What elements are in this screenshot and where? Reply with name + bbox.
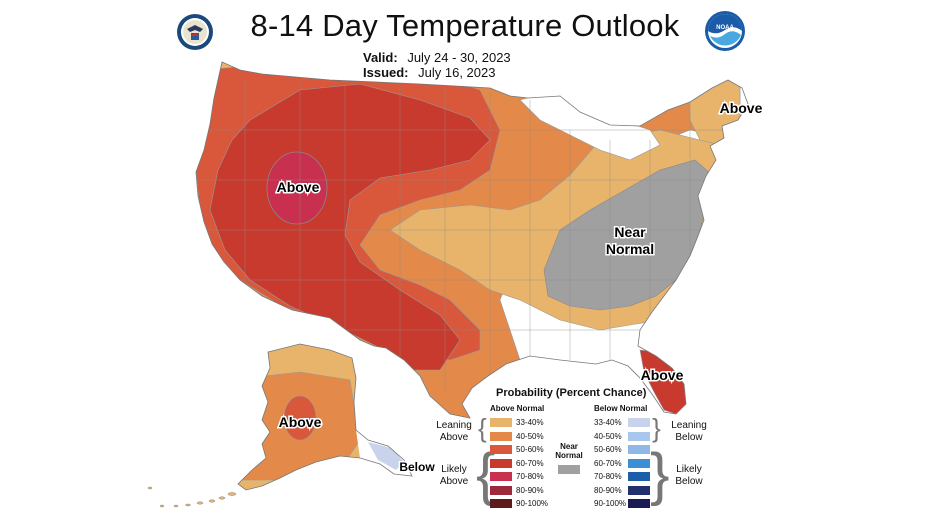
alaska-zone-50-60 xyxy=(283,395,317,441)
label-florida-above: Above xyxy=(641,367,684,383)
legend-range-above: 80-90% xyxy=(516,485,544,495)
label-northeast-above: Above xyxy=(720,100,763,116)
zone-above-60-70 xyxy=(209,83,491,371)
valid-line: Valid: July 24 - 30, 2023 xyxy=(363,50,511,65)
legend-swatch-below-40-50 xyxy=(628,431,650,441)
legend-range-above: 40-50% xyxy=(516,431,544,441)
legend-swatch-above-60-70 xyxy=(490,458,512,468)
legend-range-above: 90-100% xyxy=(516,499,549,508)
legend-leaning-above: Leaning Above xyxy=(436,420,472,443)
legend-swatch-below-50-60 xyxy=(628,445,650,454)
aleutian-islands xyxy=(147,486,237,508)
legend-swatch-above-80-90 xyxy=(490,485,512,495)
noaa-logo-icon: NOAA xyxy=(704,10,746,57)
issued-date: July 16, 2023 xyxy=(418,65,496,80)
legend-above-heading: Above Normal xyxy=(490,404,545,413)
legend-range-below: 50-60% xyxy=(594,445,622,454)
noaa-text: NOAA xyxy=(716,25,734,31)
legend-range-below: 70-80% xyxy=(594,472,622,481)
legend-near-normal: Near Normal xyxy=(555,442,583,460)
valid-date: July 24 - 30, 2023 xyxy=(407,50,511,65)
issued-label: Issued: xyxy=(363,65,409,80)
legend-leaning-below: Leaning Below xyxy=(671,420,707,443)
legend-range-above: 33-40% xyxy=(516,418,544,427)
legend-range-below: 80-90% xyxy=(594,485,622,495)
legend-range-below: 33-40% xyxy=(594,418,622,427)
legend-below-heading: Below Normal xyxy=(594,404,648,413)
label-alaska-below: Below xyxy=(399,460,435,474)
zone-above-70-80 xyxy=(266,151,328,225)
legend-swatch-above-40-50 xyxy=(490,431,512,441)
legend-title: Probability (Percent Chance) xyxy=(496,387,647,399)
legend-swatch-above-33-40 xyxy=(490,418,512,427)
legend-swatch-above-50-60 xyxy=(490,445,512,454)
label-alaska-above: Above xyxy=(279,414,322,430)
legend-range-below: 60-70% xyxy=(594,458,622,468)
legend-swatch-above-70-80 xyxy=(490,472,512,481)
issued-line: Issued: July 16, 2023 xyxy=(363,65,495,80)
commerce-seal-icon xyxy=(176,13,214,56)
alaska-map xyxy=(238,344,412,490)
legend-range-below: 40-50% xyxy=(594,431,622,441)
alaska-outline xyxy=(237,343,413,491)
legend-swatch-below-70-80 xyxy=(628,472,650,481)
legend-range-below: 90-100% xyxy=(594,499,627,508)
legend-swatch-below-60-70 xyxy=(628,458,650,468)
label-near-normal-1: Near xyxy=(614,224,646,240)
legend-range-above: 60-70% xyxy=(516,458,544,468)
legend-likely-below: Likely Below xyxy=(675,464,703,487)
label-west-above: Above xyxy=(277,179,320,195)
state-borders xyxy=(200,80,740,390)
legend-range-above: 70-80% xyxy=(516,472,544,481)
page-title: 8-14 Day Temperature Outlook xyxy=(250,8,680,43)
legend-swatch-above-90-100 xyxy=(490,499,512,508)
legend-swatch-below-90-100 xyxy=(628,499,650,508)
label-near-normal-2: Normal xyxy=(606,241,654,257)
brace-icon: { xyxy=(652,413,661,443)
alaska-zone-below-33-40 xyxy=(368,442,404,470)
brace-icon: { xyxy=(478,413,487,443)
legend-swatch-near-normal xyxy=(558,465,580,474)
valid-label: Valid: xyxy=(363,50,398,65)
legend: Probability (Percent Chance) Above Norma… xyxy=(430,384,710,514)
conus-outline xyxy=(195,61,749,419)
legend-range-above: 50-60% xyxy=(516,445,544,454)
legend-likely-above: Likely Above xyxy=(439,464,469,487)
legend-swatch-below-33-40 xyxy=(628,418,650,427)
legend-swatch-below-80-90 xyxy=(628,485,650,495)
